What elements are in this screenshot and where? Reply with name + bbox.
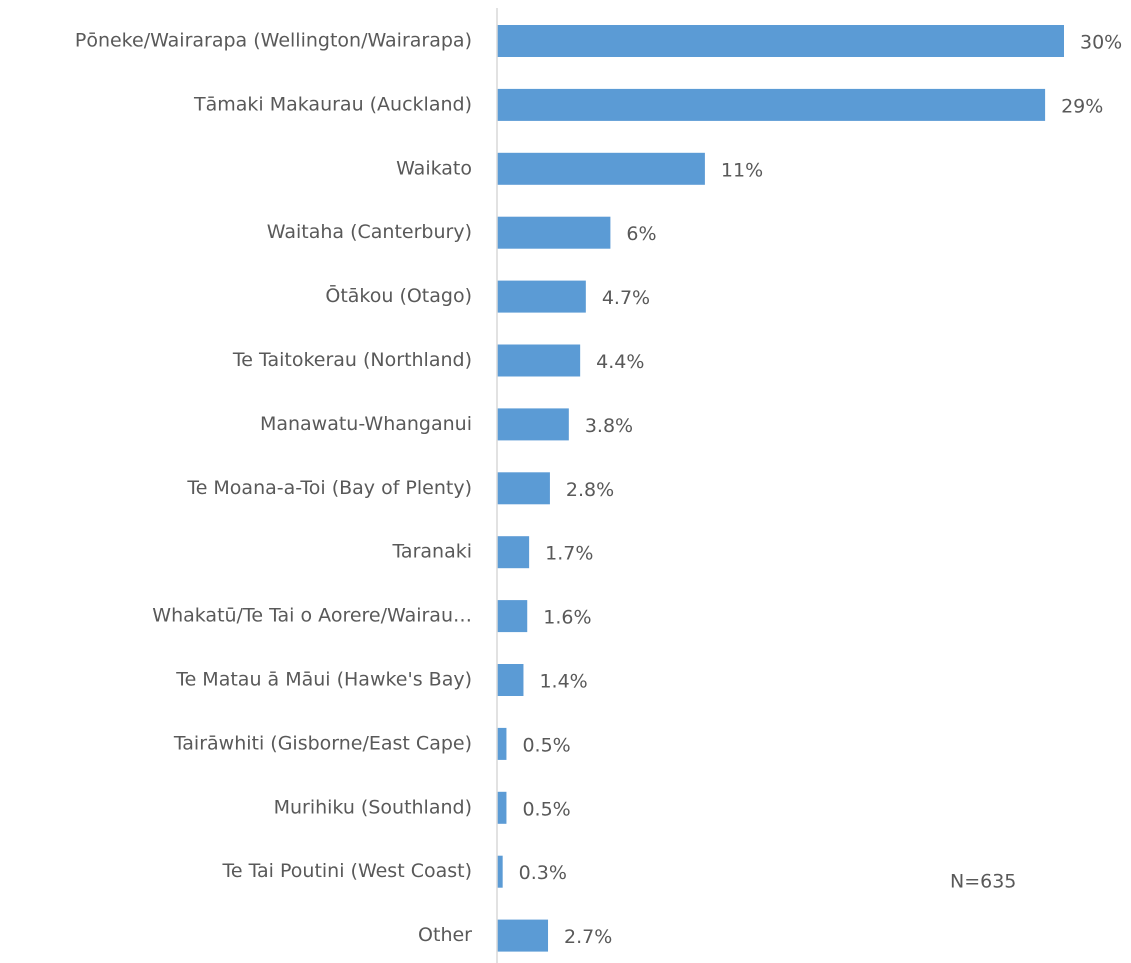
category-label: Ōtākou (Otago)	[325, 283, 472, 307]
value-label: 2.7%	[564, 926, 612, 948]
category-label: Waitaha (Canterbury)	[267, 221, 472, 243]
category-label: Tāmaki Makaurau (Auckland)	[193, 93, 472, 115]
value-label: 0.3%	[519, 862, 567, 884]
category-label: Manawatu-Whanganui	[260, 413, 472, 435]
bar	[497, 664, 524, 696]
bar	[497, 855, 503, 888]
value-label: 11%	[721, 159, 763, 181]
bar	[497, 727, 507, 760]
bar	[497, 152, 705, 185]
bar	[497, 791, 507, 824]
bar	[497, 919, 549, 952]
bar	[497, 472, 550, 505]
value-label: 4.7%	[602, 287, 650, 309]
category-label: Te Taitokerau (Northland)	[232, 349, 472, 371]
category-label: Te Moana-a-Toi (Bay of Plenty)	[186, 477, 472, 499]
bar	[497, 216, 611, 249]
bar	[497, 280, 586, 313]
value-label: 6%	[626, 223, 656, 245]
bar	[497, 600, 528, 633]
value-label: 0.5%	[522, 798, 570, 820]
category-label: Murihiku (Southland)	[274, 796, 472, 818]
category-label: Other	[418, 924, 472, 946]
value-label: 30%	[1080, 32, 1122, 54]
category-label: Pōneke/Wairarapa (Wellington/Wairarapa)	[75, 30, 472, 52]
category-label: Waikato	[396, 157, 472, 179]
category-label: Whakatū/Te Tai o Aorere/Wairau…	[152, 605, 472, 627]
category-label: Te Matau ā Māui (Hawke's Bay)	[175, 669, 472, 691]
category-label: Taranaki	[391, 541, 472, 563]
value-label: 1.4%	[539, 671, 587, 693]
category-label: Tairāwhiti (Gisborne/East Cape)	[173, 732, 472, 754]
bar	[497, 88, 1046, 121]
bar	[497, 536, 530, 569]
value-label: 29%	[1061, 95, 1103, 117]
value-label: 3.8%	[585, 415, 633, 437]
bar	[497, 25, 1064, 57]
value-label: 4.4%	[596, 351, 644, 373]
value-label: 2.8%	[566, 479, 614, 501]
bar	[497, 344, 581, 377]
value-label: 1.6%	[543, 607, 591, 629]
bar	[497, 408, 569, 441]
category-label: Te Tai Poutini (West Coast)	[221, 860, 472, 882]
annotation: N=635	[950, 871, 1016, 893]
value-label: 0.5%	[522, 734, 570, 756]
value-label: 1.7%	[545, 543, 593, 565]
